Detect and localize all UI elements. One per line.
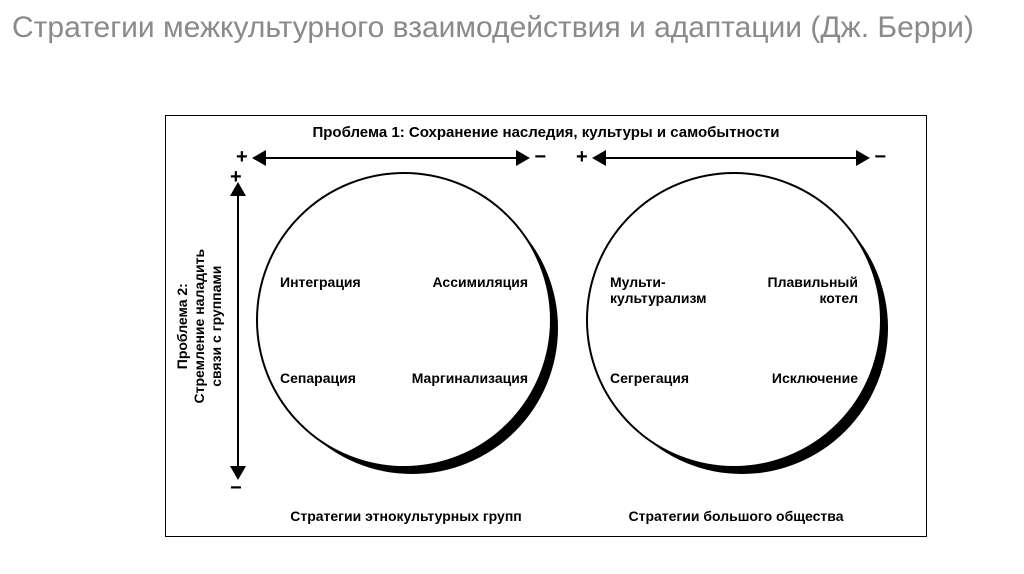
quad-melting-pot: Плавильныйкотел — [728, 274, 858, 306]
quad-integration: Интеграция — [280, 274, 410, 290]
problem1-label: Проблема 1: Сохранение наследия, культур… — [166, 124, 926, 141]
h-axis-left: + − — [246, 148, 536, 168]
right-caption: Стратегии большого общества — [586, 508, 886, 524]
circle-body: Интеграция Ассимиляция Сепарация Маргина… — [256, 172, 552, 468]
slide-title: Стратегии межкультурного взаимодействия … — [12, 10, 1012, 46]
problem2-label-wrap: Проблема 2: Стремление наладить связи с … — [174, 176, 224, 476]
quad-separation: Сепарация — [280, 370, 410, 386]
problem2-label: Проблема 2: Стремление наладить связи с … — [174, 249, 224, 404]
quad-exclusion: Исключение — [728, 370, 858, 386]
minus-sign: − — [874, 146, 886, 169]
diagram-frame: Проблема 1: Сохранение наследия, культур… — [165, 115, 927, 537]
arrow-right-icon — [516, 150, 530, 166]
h-line — [264, 157, 518, 159]
problem2-line2: Стремление наладить — [191, 249, 207, 404]
problem2-line1: Проблема 2: — [174, 283, 190, 369]
quad-multiculturalism: Мульти-культурализм — [610, 274, 740, 306]
quad-segregation: Сегрегация — [610, 370, 740, 386]
right-circle: Мульти-культурализм Плавильныйкотел Сегр… — [586, 172, 886, 482]
quad-marginalization: Маргинализация — [398, 370, 528, 386]
minus-sign: − — [230, 477, 242, 500]
quad-assimilation: Ассимиляция — [398, 274, 528, 290]
arrow-right-icon — [856, 150, 870, 166]
v-axis: + − — [228, 176, 248, 486]
h-axis-right: + − — [586, 148, 876, 168]
circle-body: Мульти-культурализм Плавильныйкотел Сегр… — [586, 172, 882, 468]
h-line — [604, 157, 858, 159]
slide: Стратегии межкультурного взаимодействия … — [0, 0, 1024, 574]
minus-sign: − — [534, 146, 546, 169]
left-circle: Интеграция Ассимиляция Сепарация Маргина… — [256, 172, 556, 482]
plus-sign: + — [576, 146, 588, 169]
problem2-line3: связи с группами — [207, 265, 223, 386]
v-line — [237, 194, 239, 468]
left-caption: Стратегии этнокультурных групп — [256, 508, 556, 524]
